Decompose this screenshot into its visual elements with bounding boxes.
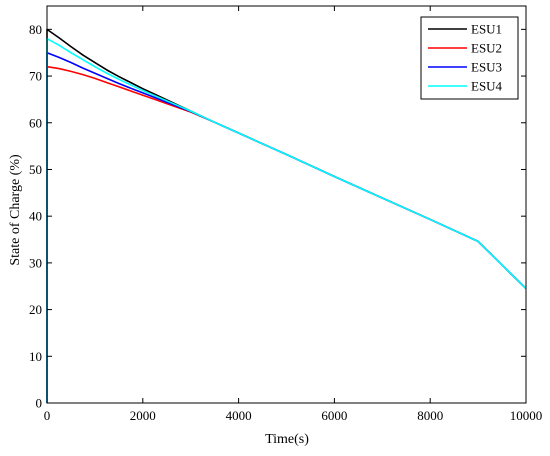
legend: ESU1 ESU2 ESU3 ESU4 (420, 16, 519, 100)
axes-frame (46, 5, 527, 404)
y-tick-label: 60 (29, 115, 42, 130)
legend-label-esu3: ESU3 (471, 60, 502, 75)
ticks-layer: 0 2000 4000 6000 8000 10000 0 10 20 30 40 50 60 70 80 (29, 6, 542, 423)
y-tick-label: 50 (29, 162, 42, 177)
x-axis-label: Time(s) (265, 432, 309, 447)
x-tick-label: 0 (44, 408, 51, 423)
series-layer (46, 28, 527, 403)
x-tick-label: 8000 (417, 408, 443, 423)
y-tick-label: 40 (29, 209, 42, 224)
y-tick-label: 20 (29, 302, 42, 317)
legend-label-esu2: ESU2 (471, 41, 502, 56)
y-axis-label: State of Charge (%) (8, 154, 23, 266)
x-tick-label: 6000 (321, 408, 347, 423)
y-tick-label: 0 (36, 396, 43, 411)
axes-layer (46, 5, 527, 404)
series-line-esu4 (46, 37, 527, 403)
x-tick-label: 2000 (130, 408, 156, 423)
x-tick-label: 4000 (226, 408, 252, 423)
legend-label-esu4: ESU4 (471, 79, 503, 94)
y-tick-label: 30 (29, 255, 42, 270)
y-tick-label: 80 (29, 22, 42, 37)
y-tick-label: 70 (29, 69, 42, 84)
y-tick-label: 10 (29, 349, 42, 364)
legend-label-esu1: ESU1 (471, 22, 502, 37)
x-tick-label: 10000 (510, 408, 543, 423)
